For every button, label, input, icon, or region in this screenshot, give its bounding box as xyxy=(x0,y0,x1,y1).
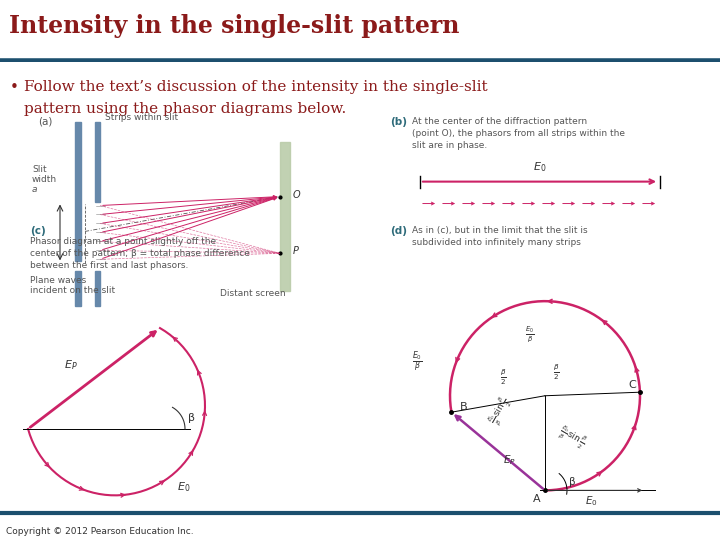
Text: a: a xyxy=(32,185,37,193)
Text: (point O), the phasors from all strips within the: (point O), the phasors from all strips w… xyxy=(412,129,625,138)
Text: •: • xyxy=(10,80,19,95)
Text: Phasor diagram at a point slightly off the: Phasor diagram at a point slightly off t… xyxy=(30,238,216,246)
Text: Follow the text’s discussion of the intensity in the single-slit: Follow the text’s discussion of the inte… xyxy=(24,80,487,94)
Text: center of the pattern; β = total phase difference: center of the pattern; β = total phase d… xyxy=(30,249,250,258)
Text: between the first and last phasors.: between the first and last phasors. xyxy=(30,261,189,271)
Text: $\frac{E_0}{\beta}\sin\frac{\beta}{2}$: $\frac{E_0}{\beta}\sin\frac{\beta}{2}$ xyxy=(555,422,589,453)
Text: (d): (d) xyxy=(390,226,407,237)
Text: β: β xyxy=(188,413,195,423)
Text: pattern using the phasor diagrams below.: pattern using the phasor diagrams below. xyxy=(24,102,346,116)
Text: $E_P$: $E_P$ xyxy=(503,453,516,467)
Text: $\frac{\beta}{2}$: $\frac{\beta}{2}$ xyxy=(553,362,559,382)
Text: O: O xyxy=(293,190,301,200)
Text: $\frac{E_0}{\beta}\sin\frac{\beta}{2}$: $\frac{E_0}{\beta}\sin\frac{\beta}{2}$ xyxy=(485,394,516,428)
Text: $\frac{E_0}{\beta}$: $\frac{E_0}{\beta}$ xyxy=(525,325,534,345)
Text: Copyright © 2012 Pearson Education Inc.: Copyright © 2012 Pearson Education Inc. xyxy=(6,527,194,536)
Bar xyxy=(75,122,81,261)
Text: Intensity in the single-slit pattern: Intensity in the single-slit pattern xyxy=(9,14,459,38)
Text: Plane waves: Plane waves xyxy=(30,276,86,285)
Text: $E_0$: $E_0$ xyxy=(585,494,598,508)
Text: P: P xyxy=(293,246,299,256)
Text: As in (c), but in the limit that the slit is: As in (c), but in the limit that the sli… xyxy=(412,226,588,235)
Text: Strips within slit: Strips within slit xyxy=(105,113,178,122)
Text: A: A xyxy=(534,494,541,504)
Text: Distant screen: Distant screen xyxy=(220,289,286,298)
Text: (c): (c) xyxy=(30,226,46,237)
Text: (a): (a) xyxy=(38,117,53,127)
Text: $E_0$: $E_0$ xyxy=(534,160,546,174)
Text: $\frac{\beta}{2}$: $\frac{\beta}{2}$ xyxy=(500,367,507,387)
Text: subdivided into infinitely many strips: subdivided into infinitely many strips xyxy=(412,238,581,247)
Text: slit are in phase.: slit are in phase. xyxy=(412,141,487,150)
Text: width: width xyxy=(32,174,57,184)
Text: At the center of the diffraction pattern: At the center of the diffraction pattern xyxy=(412,117,587,126)
Text: $\frac{E_0}{\beta}$: $\frac{E_0}{\beta}$ xyxy=(412,350,423,375)
Text: Slit: Slit xyxy=(32,165,47,174)
Text: B: B xyxy=(459,402,467,412)
Text: incident on the slit: incident on the slit xyxy=(30,286,115,295)
Text: $E_0$: $E_0$ xyxy=(177,480,191,494)
Bar xyxy=(280,142,290,291)
Text: (b): (b) xyxy=(390,117,407,127)
Bar xyxy=(95,271,100,306)
Bar xyxy=(95,122,100,201)
Text: C: C xyxy=(628,380,636,390)
Bar xyxy=(75,271,81,306)
Text: β: β xyxy=(569,477,575,488)
Text: $E_P$: $E_P$ xyxy=(64,359,78,373)
